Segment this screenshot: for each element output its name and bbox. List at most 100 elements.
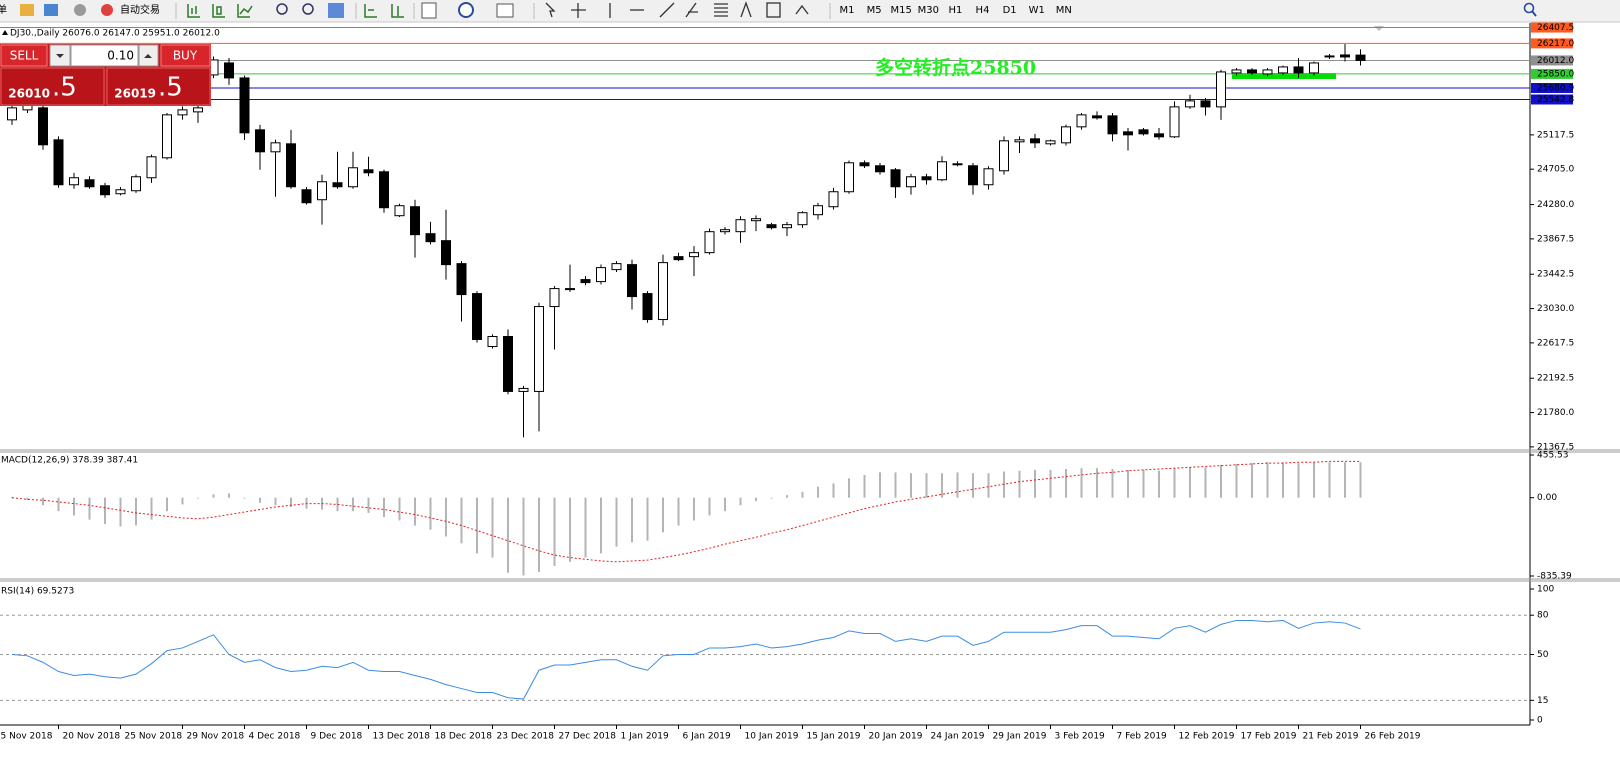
indicator-title: RSI(14) 69.5273	[1, 587, 74, 597]
candle-body	[348, 167, 358, 188]
toolbar-icon[interactable]	[571, 3, 586, 18]
toolbar-icon[interactable]	[421, 2, 437, 19]
x-tick-label: 26 Feb 2019	[1365, 732, 1421, 742]
timeframe-button[interactable]: MN	[1056, 5, 1072, 16]
indicator-title: MACD(12,26,9) 378.39 387.41	[1, 456, 138, 466]
toolbar-icon[interactable]	[659, 2, 675, 18]
timeframe-button[interactable]: H4	[976, 5, 990, 16]
x-tick-label: 17 Feb 2019	[1241, 732, 1297, 742]
candle-body	[472, 293, 482, 341]
candle-body	[952, 163, 963, 166]
toolbar-icon[interactable]	[302, 3, 314, 15]
x-tick-label: 25 Nov 2018	[125, 732, 183, 742]
toolbar-icon[interactable]	[187, 4, 200, 18]
price-level-label: 25850.0	[1537, 69, 1574, 79]
bid-box[interactable]	[0, 67, 105, 106]
search-icon[interactable]	[1523, 2, 1535, 14]
candle-body	[999, 140, 1009, 172]
candle-body	[239, 77, 250, 134]
timeframe-button[interactable]: W1	[1029, 5, 1045, 16]
timeframe-button[interactable]: H1	[948, 5, 962, 16]
toolbar-icon[interactable]	[212, 4, 225, 18]
candle-body	[1138, 129, 1149, 135]
toolbar-icon[interactable]	[20, 4, 34, 16]
toolbar-icon[interactable]	[364, 4, 377, 18]
toolbar-icon[interactable]	[74, 4, 86, 16]
candle-body	[627, 264, 637, 298]
buy-button[interactable]	[160, 44, 211, 67]
price-level-tag	[1531, 55, 1573, 66]
timeframe-button[interactable]: M30	[918, 5, 939, 16]
y-tick-label: 80	[1537, 611, 1549, 621]
candle-body	[363, 169, 374, 174]
candle-body	[844, 162, 854, 193]
toolbar-icon[interactable]	[44, 4, 58, 16]
toolbar-icon[interactable]	[496, 3, 514, 18]
timeframe-button[interactable]: M5	[867, 5, 882, 16]
candle-body	[84, 179, 95, 188]
ask-box[interactable]	[106, 67, 211, 106]
toolbar-icon[interactable]	[685, 2, 698, 18]
rsi-line	[11, 619, 1361, 700]
toolbar-icon[interactable]	[795, 4, 809, 15]
toolbar-icon[interactable]	[328, 3, 344, 18]
candle-body	[1014, 139, 1025, 143]
x-tick-label: 6 Jan 2019	[683, 732, 731, 742]
sell-button[interactable]	[0, 44, 48, 67]
candle-body	[596, 267, 606, 283]
lot-input[interactable]	[70, 44, 139, 67]
y-tick-label: 0.00	[1537, 493, 1557, 503]
candle-body	[813, 205, 823, 216]
toolbar-icon[interactable]	[766, 2, 781, 18]
candle-body	[1030, 138, 1040, 144]
menu-label[interactable]: 单	[0, 4, 7, 16]
toolbar-icon[interactable]	[740, 1, 752, 18]
candle-body	[534, 306, 544, 392]
candle-body	[177, 109, 188, 116]
candle-body	[828, 191, 839, 208]
candle-body	[1340, 54, 1350, 58]
candle-body	[1154, 133, 1164, 138]
candle-body	[503, 336, 513, 392]
price-level-tag	[1531, 22, 1573, 33]
sell-label[interactable]: SELL	[10, 49, 39, 63]
toolbar-icon[interactable]	[237, 4, 253, 18]
y-tick-label: 22192.5	[1537, 374, 1574, 384]
candle-body	[441, 240, 451, 266]
candle-body	[270, 142, 281, 153]
candle-body	[751, 218, 761, 222]
toolbar-icon[interactable]	[458, 2, 474, 18]
toolbar-icon[interactable]	[391, 4, 404, 18]
timeframe-button[interactable]: M1	[840, 5, 855, 16]
toolbar-icon[interactable]	[276, 3, 288, 15]
candle-body	[1200, 100, 1211, 108]
ask-pips[interactable]: .5	[158, 73, 183, 103]
candle-body	[115, 189, 126, 195]
chart-type-icons	[187, 4, 253, 18]
candle-body	[968, 165, 978, 186]
candle-body	[379, 171, 389, 209]
candle-body	[456, 263, 467, 296]
buy-label[interactable]: BUY	[173, 49, 198, 63]
candle-body	[394, 205, 405, 217]
auto-trading-button[interactable]: 自动交易	[120, 3, 160, 16]
candle-body	[875, 165, 885, 173]
lot-value[interactable]: 0.10	[107, 49, 134, 63]
bid-pips[interactable]: .5	[52, 73, 77, 103]
toolbar-icon[interactable]	[101, 4, 113, 16]
y-tick-label: 0	[1537, 716, 1543, 726]
candle-body	[1123, 131, 1133, 136]
x-tick-label: 27 Dec 2018	[559, 732, 617, 742]
x-tick-label: 7 Feb 2019	[1117, 732, 1168, 742]
bid-price[interactable]: 26010	[8, 87, 50, 101]
candle-body	[735, 219, 746, 233]
timeframe-button[interactable]: M15	[891, 5, 912, 16]
ask-price[interactable]: 26019	[114, 87, 156, 101]
timeframe-button[interactable]: D1	[1003, 5, 1017, 16]
toolbar-icon[interactable]	[545, 2, 556, 18]
lot-up-arrow	[144, 54, 152, 58]
candle-body	[425, 233, 436, 243]
toolbar-icon[interactable]	[714, 3, 728, 17]
candle-body	[720, 229, 730, 233]
